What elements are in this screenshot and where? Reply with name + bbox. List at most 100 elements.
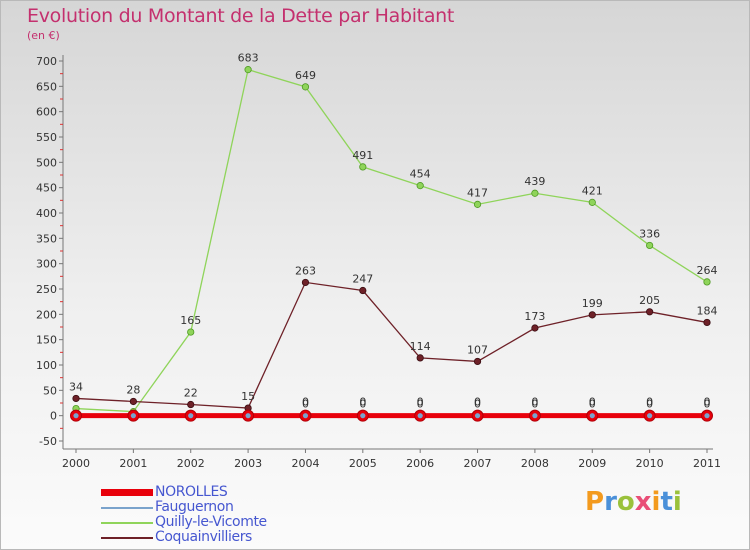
chart-subtitle: (en €)	[27, 29, 60, 42]
data-label: 0	[531, 398, 538, 411]
data-label: 0	[646, 398, 653, 411]
legend-label: NOROLLES	[155, 484, 228, 500]
data-point	[704, 413, 710, 419]
data-label: 173	[524, 310, 545, 323]
legend-item: Quilly-le-Vicomte	[101, 515, 267, 530]
data-point	[703, 318, 711, 327]
data-label: 0	[474, 398, 481, 411]
data-point	[301, 278, 310, 287]
x-tick-label: 2010	[636, 457, 664, 470]
data-label: 421	[582, 184, 603, 197]
data-label: 199	[582, 297, 603, 310]
data-label: 15	[241, 390, 255, 403]
y-tick-label: 100	[36, 359, 57, 372]
data-point	[588, 198, 596, 206]
data-label: 0	[589, 396, 596, 409]
y-tick-label: 350	[36, 232, 57, 245]
series-line-coquainvilliers	[75, 281, 708, 409]
data-label: 683	[238, 52, 259, 65]
data-point	[589, 413, 595, 419]
x-tick-label: 2011	[693, 457, 721, 470]
data-label: 439	[524, 175, 545, 188]
data-label: 649	[295, 69, 316, 82]
data-point	[130, 413, 136, 419]
data-point	[473, 357, 482, 366]
data-label: 107	[467, 343, 488, 356]
data-point	[417, 413, 423, 419]
data-point	[245, 413, 251, 419]
legend-label: Quilly-le-Vicomte	[155, 514, 267, 530]
x-tick-label: 2004	[291, 457, 319, 470]
x-tick-label: 2001	[119, 457, 147, 470]
x-tick-label: 2007	[464, 457, 492, 470]
legend-item: NOROLLES	[101, 485, 267, 500]
data-label: 22	[184, 387, 198, 400]
legend-swatch	[101, 536, 153, 539]
data-label: 0	[531, 396, 538, 409]
y-tick-label: 700	[36, 55, 57, 68]
x-tick-label: 2005	[349, 457, 377, 470]
y-tick-label: 500	[36, 156, 57, 169]
data-label: 0	[417, 398, 424, 411]
data-point	[302, 413, 309, 419]
data-label: 165	[180, 314, 201, 327]
data-label: 0	[704, 398, 711, 411]
legend-label: Fauguernon	[155, 499, 234, 515]
data-point	[244, 66, 252, 74]
y-tick-label: 50	[43, 384, 57, 397]
data-point	[359, 163, 367, 171]
legend-swatch	[101, 489, 153, 496]
y-tick-label: 150	[36, 334, 57, 347]
data-point	[532, 413, 538, 419]
data-point	[646, 241, 654, 250]
legend-item: Fauguernon	[101, 500, 267, 515]
data-point	[129, 397, 137, 406]
data-label: 34	[69, 380, 83, 393]
data-label: 0	[359, 398, 366, 411]
data-point	[301, 83, 310, 91]
series-line-quilly-le-vicomte	[75, 68, 708, 413]
data-label: 0	[359, 396, 366, 409]
data-label: 417	[467, 186, 488, 199]
data-point	[703, 278, 711, 286]
data-label: 0	[474, 396, 481, 409]
data-label: 247	[352, 273, 373, 286]
legend-swatch	[101, 506, 153, 509]
data-point	[474, 413, 481, 419]
data-label: 205	[639, 294, 660, 307]
data-label: 0	[302, 398, 309, 411]
data-point	[647, 413, 653, 419]
x-tick-label: 2006	[406, 457, 434, 470]
data-point	[416, 354, 424, 362]
y-tick-label: -50	[39, 435, 57, 448]
data-label: 114	[410, 340, 431, 353]
y-tick-label: 450	[36, 182, 57, 195]
data-point	[646, 308, 654, 316]
legend-swatch	[101, 521, 153, 524]
data-label: 336	[639, 227, 660, 240]
data-point	[531, 189, 539, 197]
chart-legend: NOROLLES Fauguernon Quilly-le-Vicomte Coqua…	[101, 485, 267, 545]
data-point	[188, 413, 194, 419]
data-point	[73, 413, 79, 419]
y-tick-label: 250	[36, 283, 57, 296]
x-tick-label: 2002	[177, 457, 205, 470]
y-tick-label: 600	[36, 106, 57, 119]
y-tick-label: 550	[36, 131, 57, 144]
data-point	[360, 413, 366, 419]
x-tick-label: 2000	[62, 457, 90, 470]
proxiti-logo: Proxiti	[585, 487, 682, 517]
data-point	[72, 394, 80, 403]
data-label: 264	[697, 264, 718, 277]
x-tick-label: 2009	[578, 457, 606, 470]
data-point	[588, 311, 596, 319]
y-tick-label: 300	[36, 258, 57, 271]
data-label: 0	[302, 396, 309, 409]
data-point	[416, 182, 424, 190]
data-point	[187, 400, 195, 409]
data-label: 28	[126, 383, 140, 396]
y-tick-label: 650	[36, 80, 57, 93]
chart-title: Evolution du Montant de la Dette par Hab…	[27, 5, 455, 27]
